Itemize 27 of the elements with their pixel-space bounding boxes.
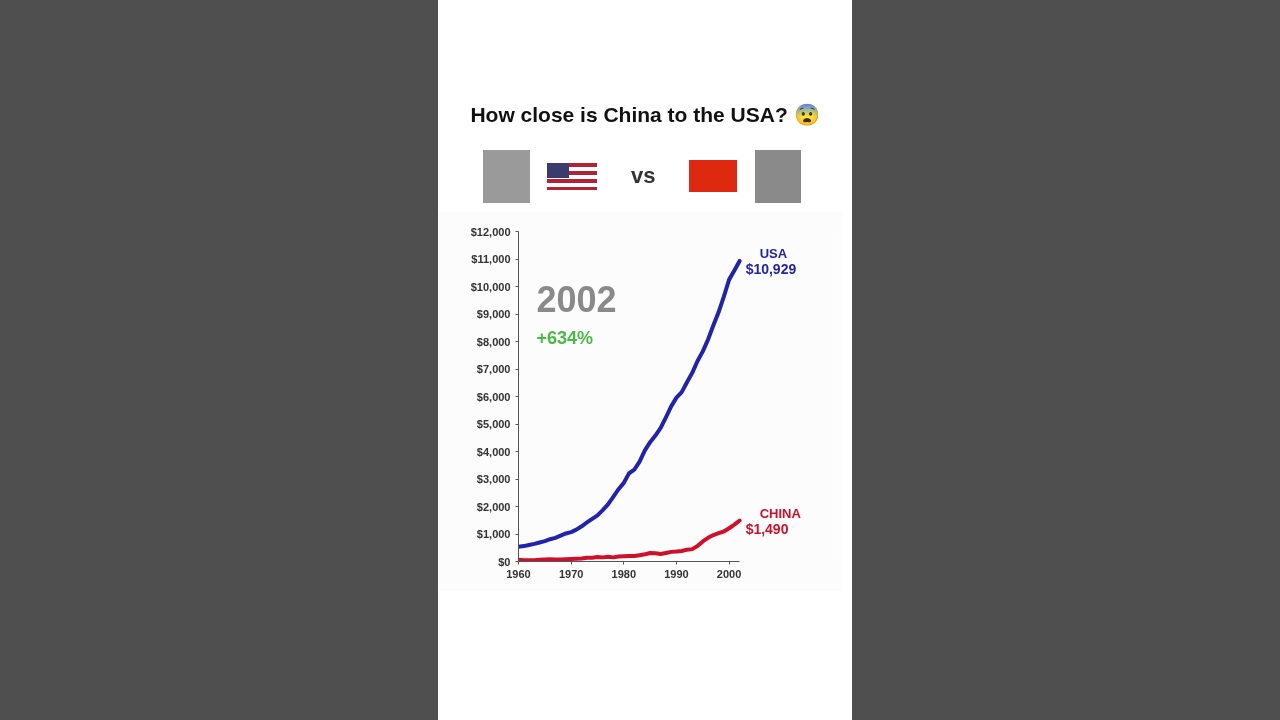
- y-tick-label: $12,000: [470, 225, 511, 238]
- x-tick-label: 1990: [664, 567, 689, 580]
- y-tick-label: $6,000: [476, 390, 511, 403]
- y-tick-label: $10,000: [470, 280, 511, 293]
- y-tick-label: $1,000: [476, 528, 511, 540]
- x-tick-label: 1980: [611, 567, 637, 580]
- y-tick-label: $0: [498, 555, 511, 568]
- x-tick-label: 2000: [716, 567, 742, 580]
- annotation: 2002: [536, 278, 617, 320]
- data-label: $1,490: [745, 520, 789, 537]
- y-tick-label: $2,000: [476, 500, 511, 513]
- series-label: USA: [759, 245, 788, 261]
- x-tick-label: 1960: [506, 567, 531, 580]
- chart-title: How close is China to the USA? 😨: [470, 102, 820, 128]
- data-label: $10,929: [745, 260, 797, 277]
- y-tick-label: $4,000: [476, 445, 511, 458]
- y-tick-label: $9,000: [476, 308, 511, 320]
- line-series: [518, 258, 742, 549]
- y-tick-label: $5,000: [476, 418, 511, 430]
- annotation: +634%: [536, 327, 594, 348]
- y-tick-label: $3,000: [476, 473, 511, 485]
- text: vs: [631, 162, 656, 191]
- y-tick-label: $8,000: [476, 335, 511, 348]
- y-tick-label: $7,000: [476, 363, 511, 375]
- x-tick-label: 1970: [558, 567, 584, 580]
- series-label: CHINA: [759, 505, 802, 521]
- y-tick-label: $11,000: [471, 253, 511, 265]
